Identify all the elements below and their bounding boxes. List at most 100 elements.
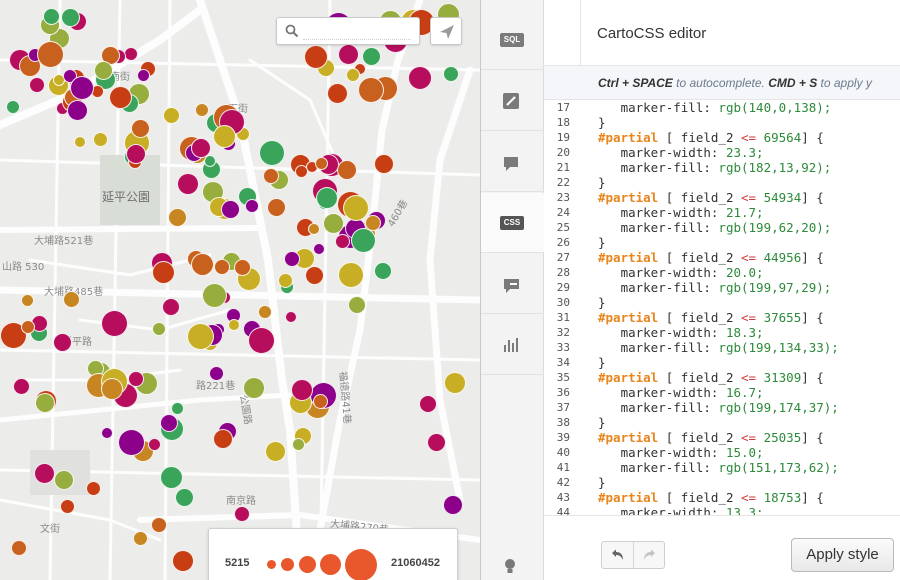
map-marker[interactable] bbox=[85, 480, 101, 496]
map-marker[interactable] bbox=[100, 426, 113, 439]
map-marker[interactable] bbox=[34, 462, 56, 484]
map-marker[interactable] bbox=[100, 377, 123, 400]
map-marker[interactable] bbox=[60, 499, 76, 515]
map-marker[interactable] bbox=[316, 187, 339, 210]
map-marker[interactable] bbox=[159, 465, 183, 489]
map-marker[interactable] bbox=[227, 319, 240, 332]
map-marker[interactable] bbox=[62, 291, 80, 309]
map-marker[interactable] bbox=[334, 233, 350, 249]
map-marker[interactable] bbox=[100, 310, 128, 338]
map-marker[interactable] bbox=[290, 379, 313, 402]
map-marker[interactable] bbox=[443, 495, 464, 516]
map-marker[interactable] bbox=[174, 487, 194, 507]
map-marker[interactable] bbox=[312, 393, 328, 409]
map-marker[interactable] bbox=[364, 215, 381, 232]
map-marker[interactable] bbox=[315, 157, 329, 171]
map-marker[interactable] bbox=[126, 144, 147, 165]
map-marker[interactable] bbox=[127, 371, 144, 388]
map-marker[interactable] bbox=[190, 137, 211, 158]
map-marker[interactable] bbox=[443, 66, 460, 83]
map-marker[interactable] bbox=[305, 265, 325, 285]
tool-sql[interactable]: SQL bbox=[481, 10, 544, 70]
undo-button[interactable] bbox=[602, 542, 633, 568]
map-marker[interactable] bbox=[244, 198, 259, 213]
map-marker[interactable] bbox=[351, 228, 377, 254]
map-marker[interactable] bbox=[161, 297, 180, 316]
map-marker[interactable] bbox=[346, 68, 361, 83]
map-search-box[interactable] bbox=[276, 17, 420, 45]
map-marker[interactable] bbox=[6, 99, 21, 114]
map-marker[interactable] bbox=[283, 251, 300, 268]
map-marker[interactable] bbox=[195, 103, 210, 118]
map-marker[interactable] bbox=[163, 106, 181, 124]
map-marker[interactable] bbox=[313, 243, 326, 256]
map-marker[interactable] bbox=[151, 516, 168, 533]
map-marker[interactable] bbox=[348, 295, 367, 314]
map-marker[interactable] bbox=[160, 414, 179, 433]
map-marker[interactable] bbox=[443, 372, 466, 395]
map-marker[interactable] bbox=[43, 8, 61, 26]
map-marker[interactable] bbox=[358, 77, 385, 104]
map-marker[interactable] bbox=[168, 207, 188, 227]
map-marker[interactable] bbox=[258, 139, 285, 166]
map-marker[interactable] bbox=[426, 432, 446, 452]
share-button[interactable] bbox=[430, 17, 462, 45]
map-marker[interactable] bbox=[109, 85, 133, 109]
map-marker[interactable] bbox=[117, 428, 145, 456]
map-marker[interactable] bbox=[343, 195, 370, 222]
map-marker[interactable] bbox=[151, 261, 175, 285]
map-marker[interactable] bbox=[187, 323, 215, 351]
map-marker[interactable] bbox=[66, 99, 88, 121]
tool-legend[interactable] bbox=[481, 254, 544, 314]
map-marker[interactable] bbox=[337, 44, 359, 66]
map-marker[interactable] bbox=[322, 213, 344, 235]
map-marker[interactable] bbox=[133, 531, 149, 547]
map-marker[interactable] bbox=[303, 45, 328, 70]
map-marker[interactable] bbox=[374, 262, 393, 281]
map-marker[interactable] bbox=[248, 327, 276, 355]
map-marker[interactable] bbox=[171, 549, 194, 572]
redo-button[interactable] bbox=[634, 542, 665, 568]
search-input[interactable] bbox=[303, 23, 411, 40]
tool-css[interactable]: CSS bbox=[481, 193, 544, 253]
tool-bulb[interactable] bbox=[481, 540, 544, 580]
map-marker[interactable] bbox=[233, 258, 251, 276]
map-marker[interactable] bbox=[35, 393, 56, 414]
map-marker[interactable] bbox=[130, 119, 150, 139]
map-marker[interactable] bbox=[327, 83, 349, 105]
map-marker[interactable] bbox=[170, 401, 184, 415]
map-marker[interactable] bbox=[307, 223, 320, 236]
code-editor[interactable]: 17 marker-fill: rgb(140,0,138); 18} 19 #par… bbox=[544, 100, 900, 515]
map-marker[interactable] bbox=[20, 293, 34, 307]
map-marker[interactable] bbox=[93, 132, 109, 148]
map-marker[interactable] bbox=[374, 154, 395, 175]
map-marker[interactable] bbox=[212, 124, 236, 148]
map-marker[interactable] bbox=[53, 470, 74, 491]
map-view[interactable]: 延平公園 大埔路521巷 山路 530 大埔路485巷 延平路 路221巷 公園… bbox=[0, 0, 480, 580]
tool-wizard[interactable] bbox=[481, 71, 544, 131]
tool-filters[interactable] bbox=[481, 315, 544, 375]
map-marker[interactable] bbox=[407, 66, 432, 91]
map-marker[interactable] bbox=[70, 75, 95, 100]
map-marker[interactable] bbox=[295, 164, 309, 178]
map-marker[interactable] bbox=[278, 272, 294, 288]
map-marker[interactable] bbox=[176, 173, 199, 196]
map-marker[interactable] bbox=[338, 261, 365, 288]
map-marker[interactable] bbox=[285, 311, 298, 324]
map-marker[interactable] bbox=[263, 168, 280, 185]
map-marker[interactable] bbox=[190, 252, 214, 276]
map-marker[interactable] bbox=[36, 40, 64, 68]
map-marker[interactable] bbox=[53, 333, 73, 353]
map-marker[interactable] bbox=[419, 395, 437, 414]
map-marker[interactable] bbox=[208, 366, 224, 382]
map-marker[interactable] bbox=[21, 320, 36, 335]
map-marker[interactable] bbox=[136, 68, 150, 82]
map-marker[interactable] bbox=[361, 47, 381, 67]
map-marker[interactable] bbox=[213, 428, 234, 449]
map-marker[interactable] bbox=[234, 505, 251, 522]
map-marker[interactable] bbox=[291, 438, 305, 452]
map-marker[interactable] bbox=[242, 377, 265, 400]
map-marker[interactable] bbox=[336, 159, 357, 180]
map-marker[interactable] bbox=[73, 136, 86, 149]
map-marker[interactable] bbox=[12, 378, 30, 396]
